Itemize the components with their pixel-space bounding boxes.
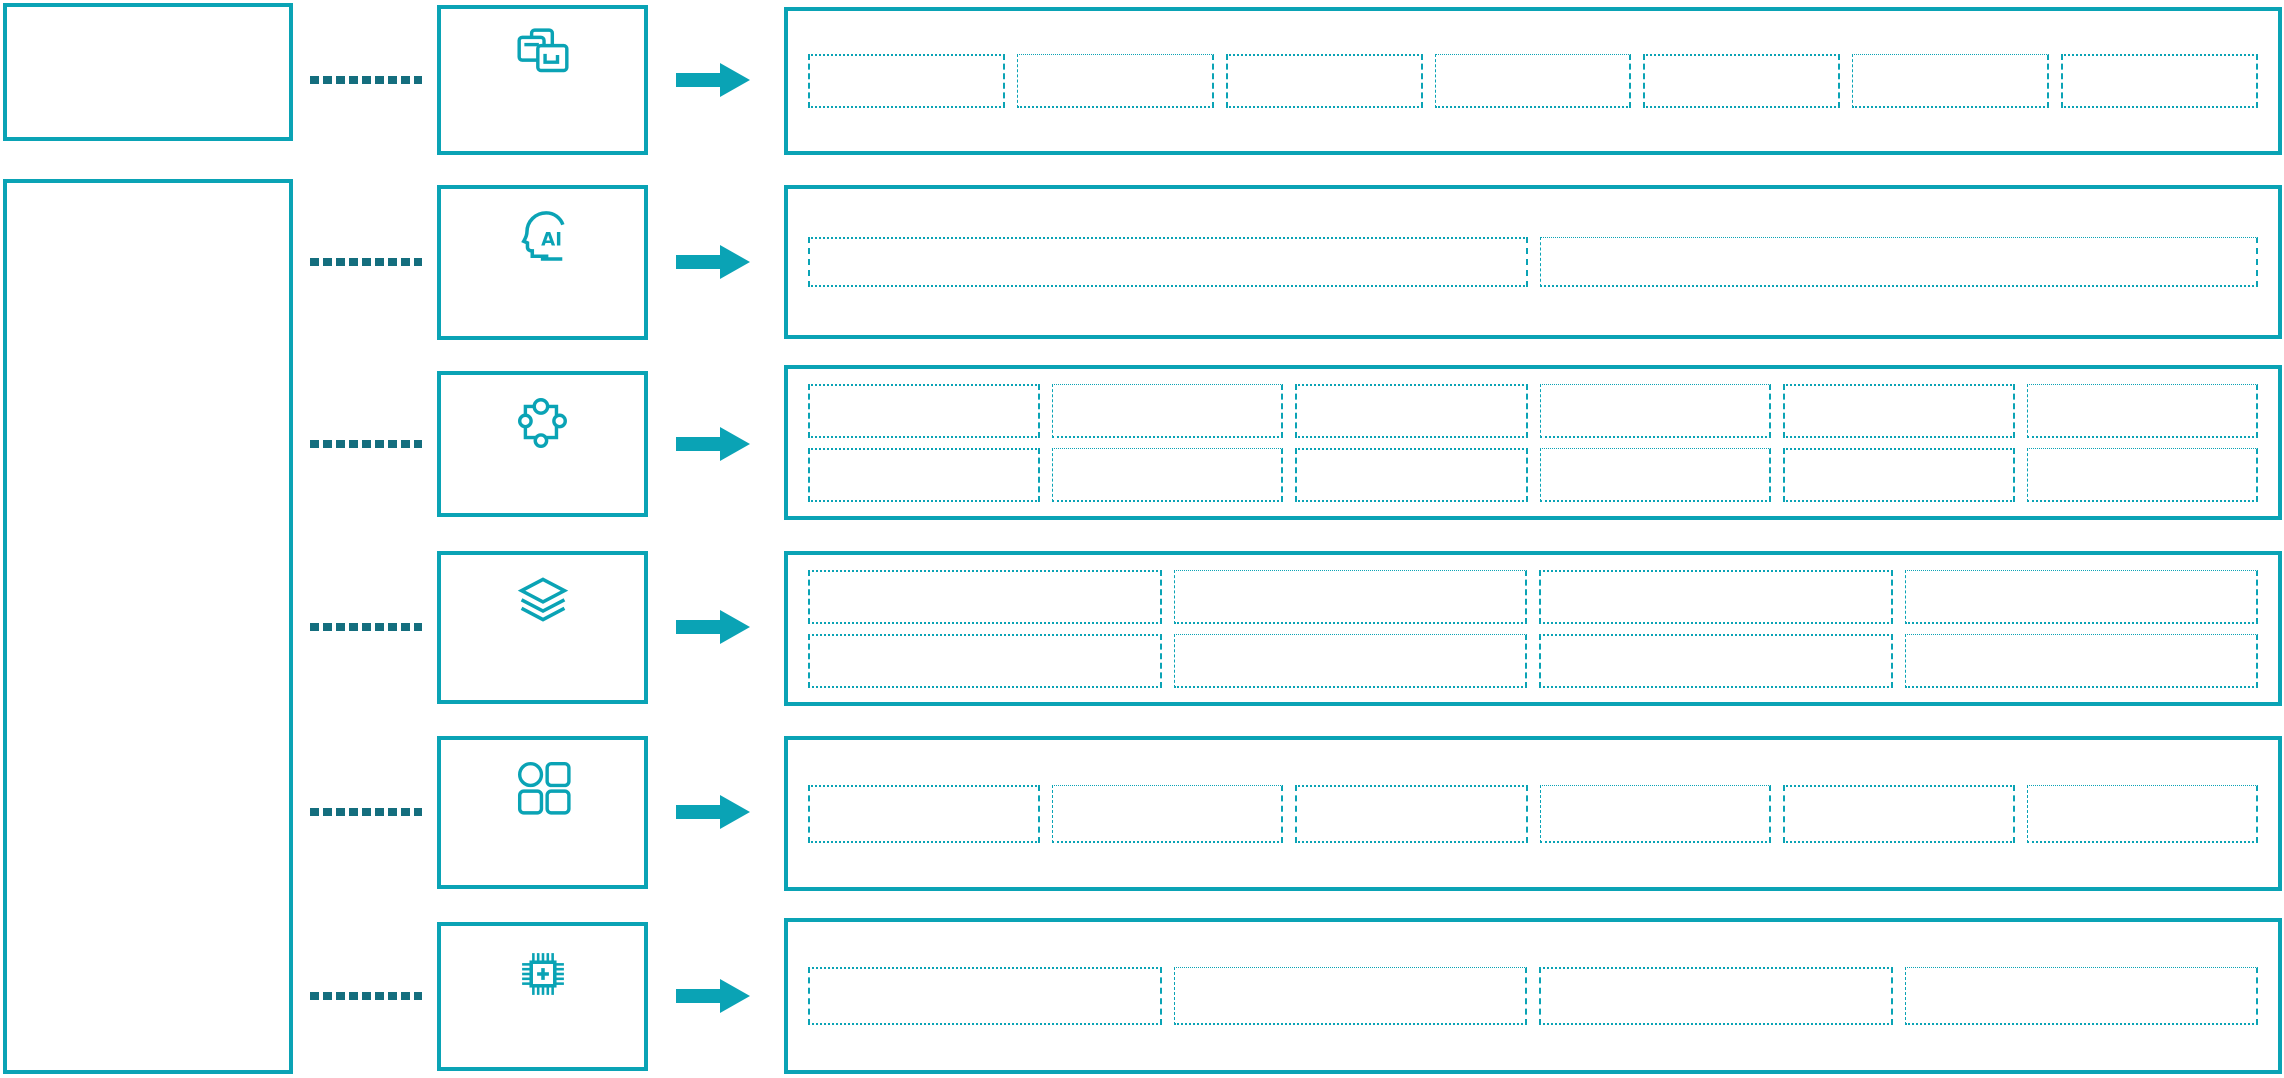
placeholder-box [1017, 54, 1214, 108]
placeholder-box [1434, 54, 1632, 108]
placeholder-box [1174, 633, 1527, 688]
placeholder-box [1174, 569, 1527, 624]
placeholder-row [808, 569, 2258, 624]
ai-head-icon: AI [520, 211, 564, 261]
placeholder-box [808, 967, 1162, 1025]
layers-icon [517, 577, 568, 622]
panel-row-1 [784, 7, 2282, 155]
placeholder-box [1905, 569, 2258, 624]
icon-box-row-1 [437, 5, 648, 155]
icon-box-row-6 [437, 922, 648, 1071]
placeholder-row [808, 54, 2258, 108]
connector-line [310, 623, 422, 631]
placeholder-box [2060, 54, 2258, 108]
placeholder-box [1852, 54, 2049, 108]
placeholder-box [1539, 237, 2258, 287]
panel-row-5 [784, 736, 2282, 891]
placeholder-box [1539, 383, 1771, 438]
icon-box-row-2: AI [437, 185, 648, 340]
chip-plus-icon [521, 953, 564, 995]
right-arrow-icon [676, 242, 750, 282]
placeholder-box [1225, 54, 1423, 108]
placeholder-box [808, 237, 1528, 287]
overlapping-windows-icon [516, 28, 569, 73]
placeholder-box [808, 784, 1041, 843]
right-arrow-icon [676, 60, 750, 100]
placeholder-grid [788, 369, 2278, 516]
placeholder-box [1295, 383, 1528, 438]
panel-row-2 [784, 185, 2282, 339]
placeholder-box [1295, 447, 1528, 502]
right-arrow-icon [676, 607, 750, 647]
placeholder-box [2026, 784, 2259, 843]
placeholder-box [1295, 784, 1528, 843]
placeholder-row [808, 383, 2259, 438]
placeholder-box [1782, 447, 2015, 502]
placeholder-box [1782, 383, 2015, 438]
connector-line [310, 440, 422, 448]
placeholder-row [808, 967, 2258, 1025]
panel-row-6 [784, 918, 2282, 1074]
placeholder-row [808, 447, 2259, 502]
right-arrow-icon [676, 976, 750, 1016]
panel-row-3 [784, 365, 2282, 520]
placeholder-box [808, 383, 1041, 438]
apps-grid-icon [517, 761, 571, 815]
placeholder-box [808, 54, 1006, 108]
placeholder-box [808, 633, 1162, 688]
connector-line [310, 76, 422, 84]
placeholder-row [808, 633, 2258, 688]
placeholder-row [808, 237, 2258, 287]
placeholder-grid [788, 189, 2278, 335]
icon-box-row-3 [437, 371, 648, 517]
placeholder-box [2026, 383, 2259, 438]
placeholder-box [2026, 447, 2259, 502]
placeholder-grid [788, 11, 2278, 151]
placeholder-grid [788, 922, 2278, 1070]
placeholder-grid [788, 555, 2278, 702]
placeholder-box [1539, 447, 1771, 502]
placeholder-box [1052, 784, 1284, 843]
placeholder-box [1539, 569, 1893, 624]
placeholder-box [808, 569, 1162, 624]
placeholder-box [1539, 967, 1893, 1025]
placeholder-box [808, 447, 1041, 502]
placeholder-box [1905, 967, 2258, 1025]
placeholder-box [1539, 633, 1893, 688]
placeholder-box [1539, 784, 1771, 843]
placeholder-grid [788, 740, 2278, 887]
connector-line [310, 808, 422, 816]
left-top-box [3, 3, 293, 141]
left-tall-box [3, 179, 293, 1074]
ai-icon-label: AI [541, 230, 562, 251]
icon-box-row-5 [437, 736, 648, 889]
right-arrow-icon [676, 792, 750, 832]
puzzle-piece-icon [517, 398, 567, 449]
placeholder-box [1052, 383, 1284, 438]
placeholder-box [1782, 784, 2015, 843]
right-arrow-icon [676, 424, 750, 464]
placeholder-box [1905, 633, 2258, 688]
connector-line [310, 992, 422, 1000]
connector-line [310, 258, 422, 266]
placeholder-box [1643, 54, 1841, 108]
placeholder-box [1174, 967, 1527, 1025]
icon-box-row-4 [437, 551, 648, 704]
panel-row-4 [784, 551, 2282, 706]
placeholder-box [1052, 447, 1284, 502]
placeholder-row [808, 784, 2259, 843]
